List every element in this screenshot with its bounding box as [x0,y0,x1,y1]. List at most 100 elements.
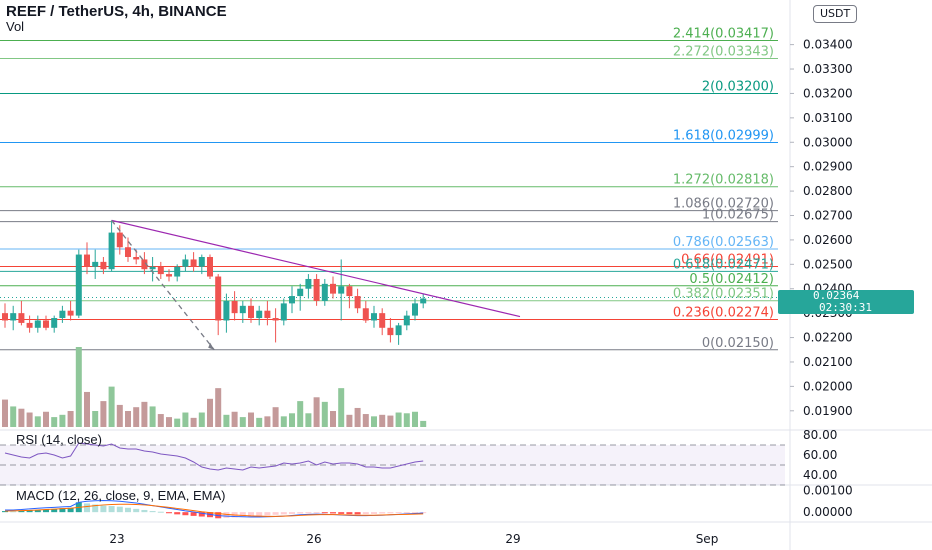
macd-histogram-bar [92,504,99,513]
macd-histogram-bar [371,512,377,514]
candle-body [34,320,41,328]
rsi-line [4,442,424,471]
price-tick-label: 0.02200 [803,331,853,345]
candle-body [108,232,115,270]
macd-histogram-bar [43,509,49,513]
volume-bar [26,412,33,427]
candle-body [100,261,107,270]
macd-histogram-bar [84,503,90,513]
macd-histogram-bar [420,512,427,514]
macd-histogram-bar [2,511,8,513]
candle-body [59,310,66,319]
rsi-tick-label: 80.00 [803,428,837,442]
macd-histogram-bar [149,511,156,513]
volume-bar [321,401,328,427]
fib-level-label: 0(0.02150) [702,336,774,351]
volume-bar [256,417,263,427]
candle-body [412,303,418,316]
macd-histogram-bar [354,512,361,515]
candle-body [84,254,90,267]
volume-bar [297,401,304,427]
macd-legend[interactable]: MACD (12, 26, close, 9, EMA, EMA) [16,488,226,503]
volume-bar [313,397,320,427]
candle-countdown: 02:30:31 [819,301,872,314]
volume-bar [231,411,238,427]
volume-bar [305,413,312,427]
macd-histogram-bar [18,510,25,513]
candle-body [264,310,271,319]
volume-bar [379,414,386,427]
price-tick-label: 0.03100 [803,111,853,125]
volume-bar [100,401,107,427]
price-tick-label: 0.02700 [803,209,853,223]
macd-histogram-bar [321,512,328,514]
candle-body [141,259,148,270]
symbol-title[interactable]: REEF / TetherUS, 4h, BINANCE [6,3,227,20]
volume-bar [75,347,82,427]
price-tick-label: 0.02100 [803,355,853,369]
macd-histogram-bar [280,512,287,515]
macd-tick-label: 0.00100 [803,483,853,497]
candle-body [239,305,246,314]
macd-histogram-bar [166,512,172,514]
candle-body [67,310,74,316]
fib-level-label: 0.618(0.02471) [673,257,774,272]
volume-bar [198,412,205,427]
macd-histogram-bar [313,512,320,514]
candle-body [395,325,402,336]
macd-histogram-bar [272,512,279,515]
macd-histogram-bar [289,512,295,514]
candle-body [371,313,377,321]
candle-body [387,327,394,336]
candle-body [362,308,369,321]
macd-histogram-bar [412,512,418,514]
volume-bar [387,415,394,427]
volume-bar [43,411,49,427]
fib-level-label: 2.414(0.03417) [673,26,774,41]
price-tick-label: 0.03000 [803,135,853,149]
volume-bar [354,407,361,427]
volume-bar [280,416,287,427]
price-tick-label: 0.01900 [803,404,853,418]
current-price-tag: 0.02364 02:30:31 [778,290,914,314]
candle-body [166,274,172,277]
price-tick-label: 0.02000 [803,379,853,393]
volume-bar [59,414,66,427]
macd-histogram-bar [125,507,131,513]
candle-body [289,296,295,304]
volume-label: Vol [6,19,25,34]
currency-badge[interactable]: USDT [813,5,858,23]
candle-body [313,278,320,301]
volume-bar [182,412,189,427]
volume-bar [264,416,271,427]
volume-bar [2,399,8,427]
volume-bar [166,417,172,427]
candle-body [223,300,230,321]
candle-body [403,315,410,326]
macd-histogram-bar [182,512,189,516]
arrow-head [208,342,215,350]
candle-body [92,261,99,267]
candle-body [297,288,304,297]
candle-body [75,254,82,316]
fib-anchor-line [111,219,215,351]
candle-body [133,257,140,260]
price-tick-label: 0.03200 [803,86,853,100]
rsi-tick-label: 40.00 [803,468,837,482]
volume-bar [371,416,377,427]
macd-histogram-bar [133,508,140,513]
macd-histogram-bar [59,508,66,513]
macd-histogram-bar [51,508,58,513]
candle-body [43,320,49,328]
candle-body [354,296,361,309]
candle-body [26,322,33,328]
macd-histogram-bar [157,511,164,513]
rsi-legend[interactable]: RSI (14, close) [16,432,102,447]
fib-level-label: 1(0.02675) [702,208,774,223]
fib-level-label: 1.272(0.02818) [673,173,774,188]
price-tick-label: 0.02500 [803,257,853,271]
macd-histogram-bar [346,512,353,515]
macd-histogram-bar [174,512,181,515]
volume-bar [174,418,181,427]
